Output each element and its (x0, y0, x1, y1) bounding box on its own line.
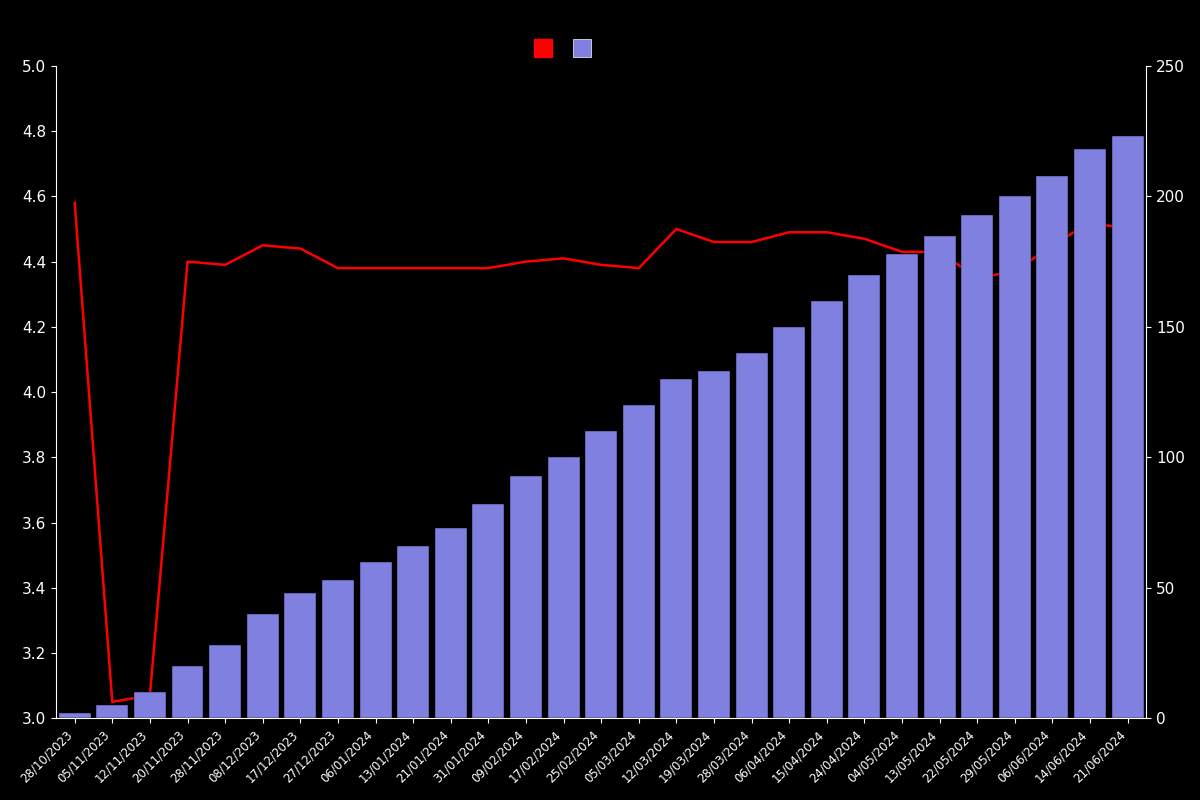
Bar (397, 546, 430, 718)
Bar (998, 196, 1031, 718)
Bar (586, 431, 617, 718)
Bar (698, 371, 730, 718)
Bar (547, 458, 580, 718)
Bar (59, 713, 91, 718)
Bar (209, 645, 241, 718)
Bar (473, 504, 504, 718)
Bar (886, 254, 918, 718)
Bar (924, 235, 955, 718)
Bar (1037, 175, 1068, 718)
Bar (848, 274, 881, 718)
Bar (773, 327, 805, 718)
Bar (284, 593, 317, 718)
Bar (1111, 136, 1144, 718)
Bar (322, 580, 354, 718)
Bar (96, 705, 128, 718)
Bar (360, 562, 391, 718)
Bar (247, 614, 278, 718)
Bar (510, 475, 542, 718)
Bar (134, 692, 166, 718)
Bar (434, 528, 467, 718)
Bar (811, 301, 842, 718)
Bar (736, 353, 768, 718)
Bar (623, 405, 655, 718)
Bar (172, 666, 204, 718)
Bar (961, 214, 994, 718)
Legend: , : , (529, 37, 607, 63)
Bar (1074, 150, 1106, 718)
Bar (660, 379, 692, 718)
